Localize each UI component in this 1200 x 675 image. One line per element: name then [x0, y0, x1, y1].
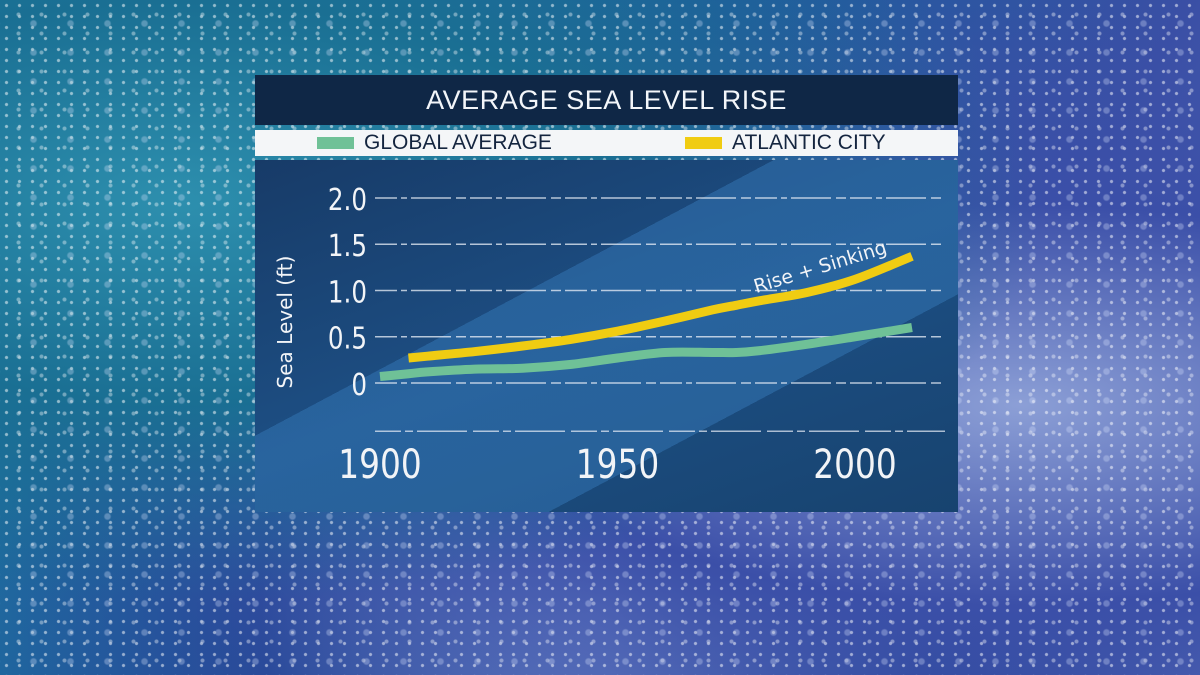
chart-title: AVERAGE SEA LEVEL RISE	[426, 84, 787, 115]
x-tick-labels: 1900 1950 2000	[338, 441, 896, 488]
y-tick-label: 2.0	[328, 184, 367, 218]
y-tick-label: 1.5	[328, 230, 367, 264]
x-tick-label: 1900	[338, 441, 421, 488]
y-axis-label: Sea Level (ft)	[273, 256, 297, 389]
y-tick-label: 0.5	[328, 323, 367, 357]
x-tick-label: 1950	[576, 441, 659, 488]
global-average-line	[379, 323, 913, 382]
plot-area: 2.0 1.5 1.0 0.5 0 1900 1950 2000 Sea Level (ft…	[255, 160, 958, 512]
legend-label-atlantic: ATLANTIC CITY	[732, 131, 886, 154]
legend-label-global: GLOBAL AVERAGE	[364, 131, 552, 154]
y-tick-labels: 2.0 1.5 1.0 0.5 0	[328, 184, 367, 403]
legend-swatch-global	[317, 137, 354, 149]
title-bar: AVERAGE SEA LEVEL RISE	[255, 75, 958, 125]
series-lines	[379, 252, 914, 382]
legend-item-atlantic: ATLANTIC CITY	[685, 131, 886, 155]
atlantic-city-line	[408, 252, 914, 363]
x-tick-label: 2000	[813, 441, 896, 488]
legend: GLOBAL AVERAGE ATLANTIC CITY	[255, 130, 958, 156]
gridlines	[375, 197, 945, 433]
legend-swatch-atlantic	[685, 137, 722, 149]
y-tick-label: 1.0	[328, 276, 367, 310]
chart-panel: AVERAGE SEA LEVEL RISE GLOBAL AVERAGE AT…	[255, 75, 958, 512]
legend-item-global: GLOBAL AVERAGE	[317, 131, 552, 155]
line-chart: 2.0 1.5 1.0 0.5 0 1900 1950 2000 Sea Level (ft…	[273, 184, 945, 488]
y-tick-label: 0	[351, 369, 367, 403]
